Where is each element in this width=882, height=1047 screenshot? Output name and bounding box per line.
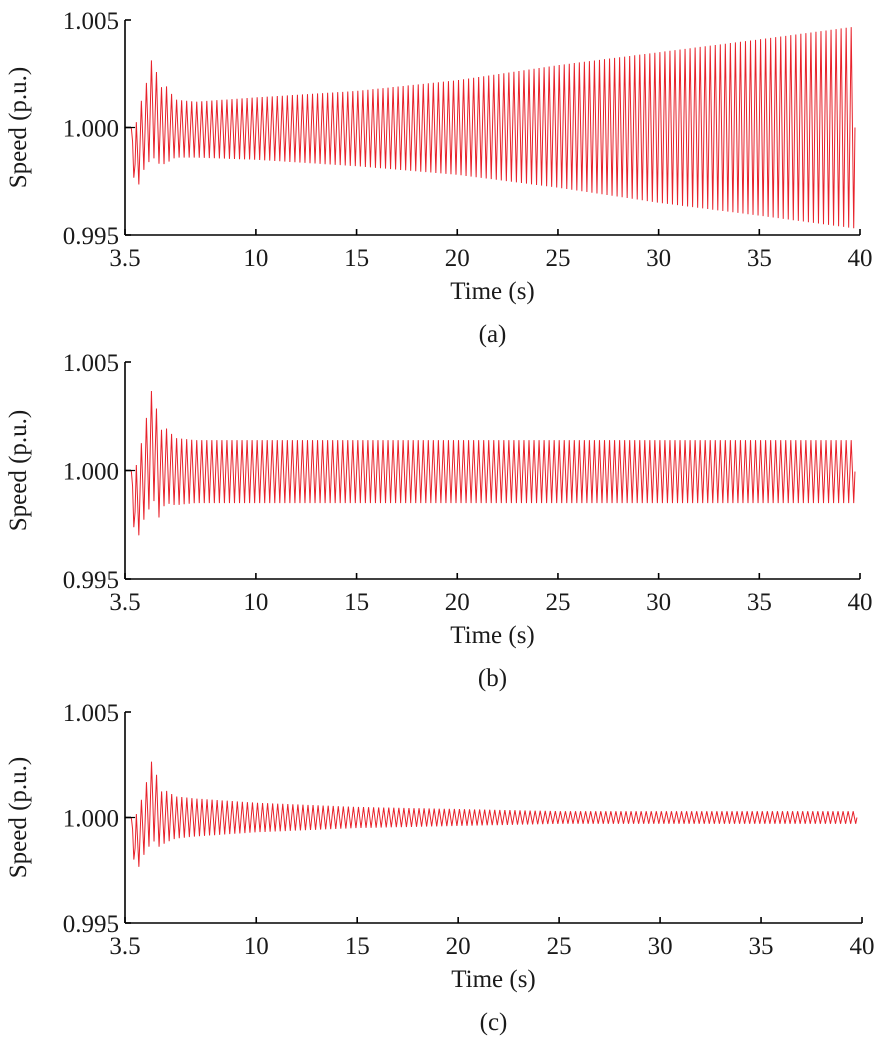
x-tick-label: 25 bbox=[547, 933, 572, 960]
speed-series-line bbox=[125, 391, 856, 536]
x-tick-label: 30 bbox=[648, 933, 673, 960]
x-tick-label: 3.5 bbox=[109, 245, 140, 272]
x-tick-label: 25 bbox=[545, 589, 570, 616]
y-axis-label: Speed (p.u.) bbox=[5, 67, 32, 189]
subplot-0: 3.5 10 15 20 25 30 35 40 0.995 1.000 1.005 Time (s)… bbox=[5, 8, 873, 348]
x-tick-label: 20 bbox=[446, 933, 471, 960]
x-axis-label: Time (s) bbox=[450, 622, 535, 649]
subplot-caption: (a) bbox=[479, 321, 507, 348]
subplot-caption: (c) bbox=[480, 1009, 508, 1036]
speed-series-line bbox=[125, 761, 858, 867]
x-tick-label: 30 bbox=[646, 245, 671, 272]
y-tick-label: 1.005 bbox=[63, 8, 119, 35]
x-tick-label: 35 bbox=[747, 245, 772, 272]
x-tick-label: 3.5 bbox=[109, 933, 140, 960]
y-tick-label: 0.995 bbox=[63, 911, 119, 938]
x-tick-label: 20 bbox=[445, 245, 470, 272]
y-axis-label: Speed (p.u.) bbox=[5, 757, 32, 879]
x-tick-label: 35 bbox=[747, 589, 772, 616]
x-tick-label: 3.5 bbox=[109, 589, 140, 616]
x-tick-label: 10 bbox=[243, 589, 268, 616]
y-tick-label: 1.005 bbox=[63, 350, 119, 377]
y-tick-label: 1.000 bbox=[63, 459, 119, 486]
y-tick-label: 1.000 bbox=[63, 116, 119, 143]
x-axis-label: Time (s) bbox=[450, 278, 535, 305]
speed-series-line bbox=[125, 27, 856, 229]
x-axis-label: Time (s) bbox=[451, 966, 536, 993]
y-tick-label: 1.005 bbox=[63, 700, 119, 727]
subplot-caption: (b) bbox=[478, 665, 507, 692]
subplot-2: 3.5 10 15 20 25 30 35 40 0.995 1.000 1.005 Time (s)… bbox=[5, 700, 875, 1036]
y-tick-label: 1.000 bbox=[63, 806, 119, 833]
x-tick-label: 15 bbox=[344, 589, 369, 616]
x-tick-label: 40 bbox=[848, 589, 873, 616]
x-tick-label: 20 bbox=[445, 589, 470, 616]
x-tick-label: 25 bbox=[545, 245, 570, 272]
x-tick-label: 35 bbox=[749, 933, 774, 960]
x-tick-label: 40 bbox=[850, 933, 875, 960]
x-tick-label: 10 bbox=[243, 245, 268, 272]
y-tick-label: 0.995 bbox=[63, 223, 119, 250]
y-axis-label: Speed (p.u.) bbox=[5, 410, 32, 532]
y-tick-label: 0.995 bbox=[63, 567, 119, 594]
x-tick-label: 15 bbox=[344, 245, 369, 272]
x-tick-label: 30 bbox=[646, 589, 671, 616]
x-tick-label: 15 bbox=[345, 933, 370, 960]
x-tick-label: 10 bbox=[244, 933, 269, 960]
subplot-1: 3.5 10 15 20 25 30 35 40 0.995 1.000 1.005 Time (s)… bbox=[5, 350, 873, 692]
x-tick-label: 40 bbox=[848, 245, 873, 272]
